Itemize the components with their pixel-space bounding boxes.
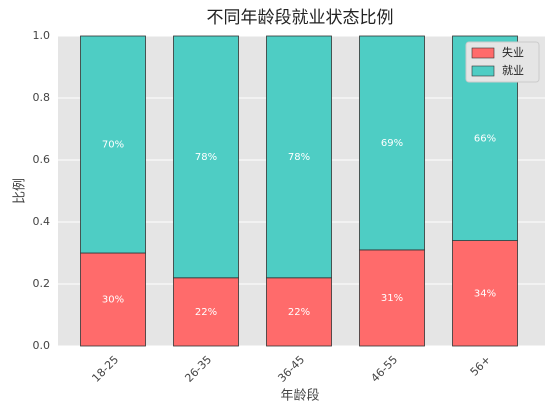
bar-segment — [266, 277, 332, 347]
legend-swatch — [471, 65, 495, 77]
value-label: 31% — [381, 293, 403, 304]
y-tick-label: 0.0 — [33, 339, 51, 352]
bar-segment — [80, 35, 146, 254]
y-axis-label: 比例 — [13, 178, 28, 204]
x-tick-label: 18-25 — [89, 353, 121, 385]
bar-segment — [266, 35, 332, 279]
value-label: 70% — [102, 140, 124, 151]
x-tick-label: 56+ — [468, 353, 494, 379]
x-tick-label: 46-55 — [368, 353, 400, 385]
bar-segment — [80, 252, 146, 347]
value-label: 66% — [474, 133, 496, 144]
bar-segment — [173, 35, 239, 279]
x-tick-label: 26-35 — [182, 353, 214, 385]
y-tick-label: 0.8 — [33, 91, 51, 104]
bar-segment — [359, 35, 425, 251]
legend-label: 就业 — [502, 63, 524, 77]
bar-segment — [452, 240, 518, 347]
bar-segment — [359, 249, 425, 347]
legend-swatch — [471, 47, 495, 59]
y-tick-label: 0.6 — [33, 153, 51, 166]
value-label: 78% — [288, 152, 310, 163]
value-label: 30% — [102, 295, 124, 306]
legend-label: 失业 — [502, 46, 524, 59]
value-label: 22% — [288, 307, 310, 318]
chart-title: 不同年龄段就业状态比例 — [207, 8, 394, 28]
bars: 30% 22% 22% 31% 34% 70% 78% 78% 69% 66% — [80, 35, 518, 347]
value-label: 78% — [195, 152, 217, 163]
y-tick-label: 0.4 — [33, 215, 51, 228]
x-tick-label: 36-45 — [275, 353, 307, 385]
value-label: 69% — [381, 138, 403, 149]
value-label: 22% — [195, 307, 217, 318]
y-tick-label: 0.2 — [33, 277, 51, 290]
y-tick-label: 1.0 — [33, 29, 51, 42]
x-axis-label: 年龄段 — [280, 389, 319, 404]
value-label: 34% — [474, 288, 496, 299]
